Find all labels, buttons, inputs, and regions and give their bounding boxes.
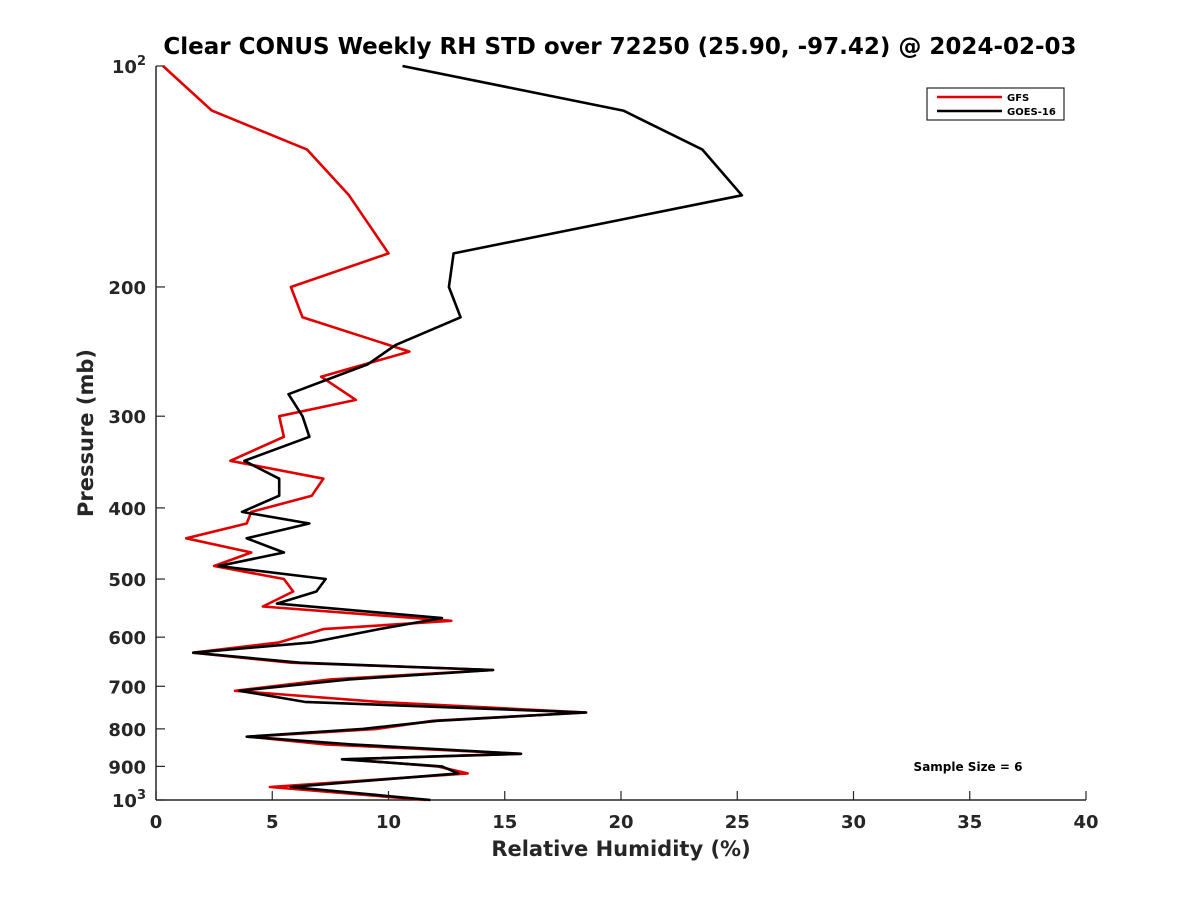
y-tick-label: 102 — [112, 54, 146, 78]
x-tick-label: 0 — [150, 812, 163, 833]
series-line-goes-16 — [191, 64, 744, 802]
y-tick-label: 500 — [108, 570, 146, 591]
x-tick-label: 15 — [492, 812, 517, 833]
y-tick-label: 300 — [108, 407, 146, 428]
x-tick-label: 25 — [725, 812, 750, 833]
chart-title: Clear CONUS Weekly RH STD over 72250 (25… — [163, 34, 1076, 60]
x-axis-label: Relative Humidity (%) — [491, 837, 750, 861]
x-tick-label: 35 — [957, 812, 982, 833]
series-layer — [162, 64, 744, 802]
y-tick-label: 103 — [112, 788, 146, 812]
x-tick-label: 10 — [376, 812, 401, 833]
y-tick-label: 700 — [108, 677, 146, 698]
legend: GFS GOES-16 — [926, 87, 1065, 121]
x-tick-label: 30 — [841, 812, 866, 833]
legend-box — [926, 87, 1065, 121]
legend-label: GOES-16 — [1007, 107, 1056, 118]
y-tick-label: 400 — [108, 499, 146, 520]
x-tick-label: 40 — [1073, 812, 1098, 833]
sample-size-annotation: Sample Size = 6 — [914, 760, 1023, 774]
y-axis-label: Pressure (mb) — [74, 349, 98, 517]
legend-label: GFS — [1007, 93, 1029, 104]
y-tick-label: 800 — [108, 720, 146, 741]
axes: 0 5 10 15 20 25 30 35 40 102 200 300 400 500 600 700 800… — [108, 54, 1098, 833]
y-tick-label: 600 — [108, 628, 146, 649]
x-tick-label: 20 — [608, 812, 633, 833]
y-tick-label: 900 — [108, 757, 146, 778]
x-tick-label: 5 — [266, 812, 279, 833]
y-tick-label: 200 — [108, 278, 146, 299]
